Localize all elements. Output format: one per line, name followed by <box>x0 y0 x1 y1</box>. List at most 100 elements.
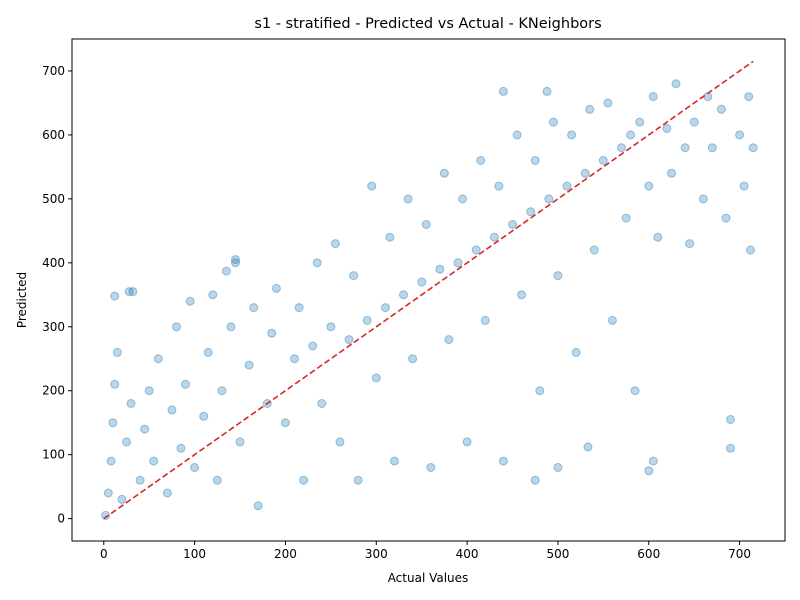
data-point <box>542 86 552 96</box>
data-point <box>598 156 608 165</box>
data-point <box>426 463 436 472</box>
data-point <box>453 258 463 268</box>
data-point <box>144 386 154 396</box>
data-point <box>399 290 408 300</box>
data-point <box>140 424 150 434</box>
data-point <box>299 475 309 485</box>
data-point <box>226 322 236 332</box>
data-point <box>739 181 749 191</box>
data-point <box>294 303 304 313</box>
data-point <box>458 194 468 204</box>
y-tick-label: 100 <box>42 448 65 462</box>
data-point <box>585 104 595 114</box>
data-point <box>726 415 735 424</box>
data-point <box>689 117 699 127</box>
data-point <box>617 143 626 153</box>
data-point <box>385 232 395 242</box>
x-tick-label: 500 <box>546 547 569 561</box>
data-point <box>349 271 359 281</box>
data-point <box>462 437 472 447</box>
data-point <box>149 456 159 466</box>
data-point <box>112 347 122 357</box>
data-point <box>671 79 681 89</box>
data-point <box>517 290 527 300</box>
data-point <box>744 92 754 102</box>
data-point <box>435 264 445 274</box>
data-point <box>290 354 299 364</box>
data-point <box>480 315 490 325</box>
data-point <box>181 379 190 389</box>
y-axis-label: Predicted <box>15 272 29 328</box>
data-point <box>122 437 131 447</box>
x-tick-label: 600 <box>637 547 660 561</box>
data-point <box>421 220 431 229</box>
data-point <box>326 322 336 332</box>
data-point <box>746 245 755 255</box>
data-point <box>630 386 640 396</box>
data-point <box>212 475 222 485</box>
data-point <box>444 335 454 345</box>
data-point <box>667 168 676 178</box>
data-point <box>626 130 636 140</box>
data-point <box>680 143 690 153</box>
data-point <box>607 315 617 325</box>
data-point <box>271 283 281 293</box>
data-point <box>653 232 663 242</box>
data-point <box>101 510 111 520</box>
data-point <box>117 494 127 504</box>
data-point <box>535 386 545 396</box>
data-point <box>417 277 427 287</box>
data-point <box>735 130 745 140</box>
data-point <box>748 143 758 153</box>
data-point <box>580 168 590 178</box>
data-point <box>335 437 345 447</box>
reference-line <box>103 60 754 520</box>
data-point <box>267 328 277 338</box>
data-point <box>635 117 645 127</box>
data-point <box>721 213 731 223</box>
data-point <box>476 156 486 165</box>
data-point <box>253 501 263 511</box>
data-point <box>589 245 599 255</box>
y-tick-label: 200 <box>42 384 65 398</box>
x-tick-label: 0 <box>100 547 108 561</box>
data-point <box>185 296 195 306</box>
data-point <box>644 466 654 476</box>
data-point <box>698 194 708 204</box>
data-point <box>648 92 658 102</box>
data-point <box>362 315 372 325</box>
points-layer <box>101 79 758 520</box>
data-point <box>110 291 120 301</box>
data-point <box>244 360 254 370</box>
x-axis-label: Actual Values <box>388 571 469 585</box>
data-point <box>716 104 726 114</box>
data-point <box>508 220 517 229</box>
data-point <box>176 443 186 453</box>
data-point <box>367 181 377 191</box>
x-tick-label: 300 <box>365 547 388 561</box>
data-point <box>280 418 290 428</box>
x-tick-label: 400 <box>456 547 479 561</box>
x-tick-label: 700 <box>728 547 751 561</box>
y-tick-label: 500 <box>42 192 65 206</box>
x-tick-label: 200 <box>274 547 297 561</box>
data-point <box>124 287 134 297</box>
data-point <box>685 239 695 249</box>
data-point <box>344 335 354 345</box>
data-point <box>439 168 449 178</box>
data-point <box>621 213 631 223</box>
data-point <box>153 354 163 364</box>
data-point <box>648 456 658 466</box>
y-tick-label: 300 <box>42 320 65 334</box>
data-point <box>498 456 508 466</box>
data-point <box>371 373 381 383</box>
data-point <box>110 379 120 389</box>
data-point <box>108 418 118 428</box>
data-point <box>317 399 327 408</box>
data-point <box>571 347 581 357</box>
y-tick-label: 400 <box>42 256 65 270</box>
data-point <box>548 117 558 127</box>
data-point <box>644 181 654 191</box>
data-point <box>526 207 536 217</box>
axes-layer: 0 100 200 300 400 500 600 700 0 100 200 300 400 500 60… <box>42 38 786 561</box>
